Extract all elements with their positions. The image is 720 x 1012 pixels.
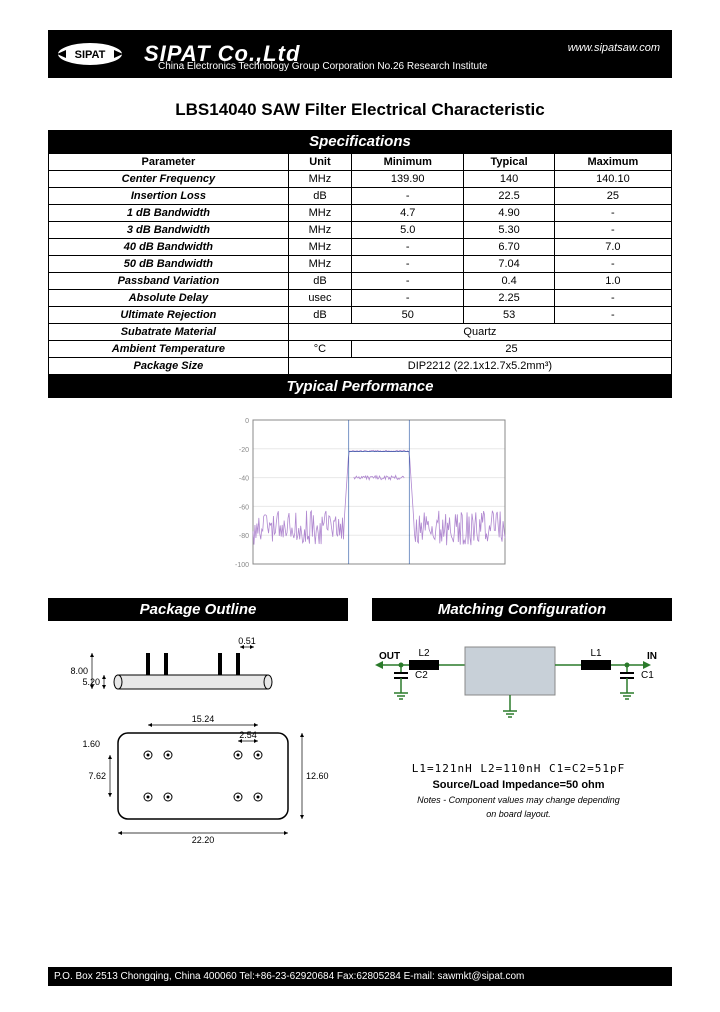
svg-text:-100: -100 — [235, 562, 249, 569]
package-outline: 0.51 8.005.20 15.24 2.54 1.60 7.62 12.60 22.20 — [48, 633, 355, 848]
section-specs: Specifications — [48, 130, 672, 153]
matching-config: OUT L2 C2 L1 C1 IN L1=121nH L2=110nH C1=C2=51… — [355, 633, 672, 848]
svg-text:5.20: 5.20 — [82, 677, 100, 687]
svg-text:C1: C1 — [641, 670, 654, 681]
svg-text:0.51: 0.51 — [238, 636, 256, 646]
svg-text:0: 0 — [245, 418, 249, 425]
document-title: LBS14040 SAW Filter Electrical Character… — [48, 100, 672, 120]
match-note2: on board layout. — [365, 809, 672, 819]
section-perf: Typical Performance — [48, 375, 672, 398]
svg-text:-40: -40 — [239, 476, 249, 483]
logo: SIPAT — [54, 36, 126, 72]
svg-text:8.00: 8.00 — [70, 666, 88, 676]
svg-text:-60: -60 — [239, 504, 249, 511]
header-subtitle: China Electronics Technology Group Corpo… — [158, 61, 487, 72]
section-pkg: Package Outline — [48, 598, 348, 621]
svg-text:1.60: 1.60 — [82, 739, 100, 749]
svg-text:L2: L2 — [418, 648, 430, 659]
svg-text:L1: L1 — [590, 648, 602, 659]
header: SIPAT SIPAT Co.,Ltd www.sipatsaw.com Chi… — [48, 30, 672, 78]
svg-text:-80: -80 — [239, 533, 249, 540]
svg-text:-20: -20 — [239, 447, 249, 454]
svg-text:2.54: 2.54 — [239, 730, 257, 740]
svg-text:OUT: OUT — [379, 651, 400, 662]
svg-text:C2: C2 — [415, 670, 428, 681]
svg-text:IN: IN — [647, 651, 657, 662]
svg-text:SIPAT: SIPAT — [75, 49, 106, 61]
svg-text:12.60: 12.60 — [306, 771, 329, 781]
match-note1: Notes - Component values may change depe… — [365, 795, 672, 805]
section-match: Matching Configuration — [372, 598, 672, 621]
specs-table: ParameterUnitMinimumTypicalMaximum Cente… — [48, 153, 672, 375]
footer: P.O. Box 2513 Chongqing, China 400060 Te… — [48, 967, 672, 986]
svg-text:15.24: 15.24 — [192, 714, 215, 724]
svg-text:7.62: 7.62 — [88, 771, 106, 781]
svg-text:22.20: 22.20 — [192, 835, 215, 843]
match-equation: L1=121nH L2=110nH C1=C2=51pF — [365, 762, 672, 775]
website-url: www.sipatsaw.com — [568, 42, 660, 54]
performance-chart: 0 -20 -40 -60 -80 -100 — [48, 412, 672, 582]
match-impedance: Source/Load Impedance=50 ohm — [365, 779, 672, 791]
